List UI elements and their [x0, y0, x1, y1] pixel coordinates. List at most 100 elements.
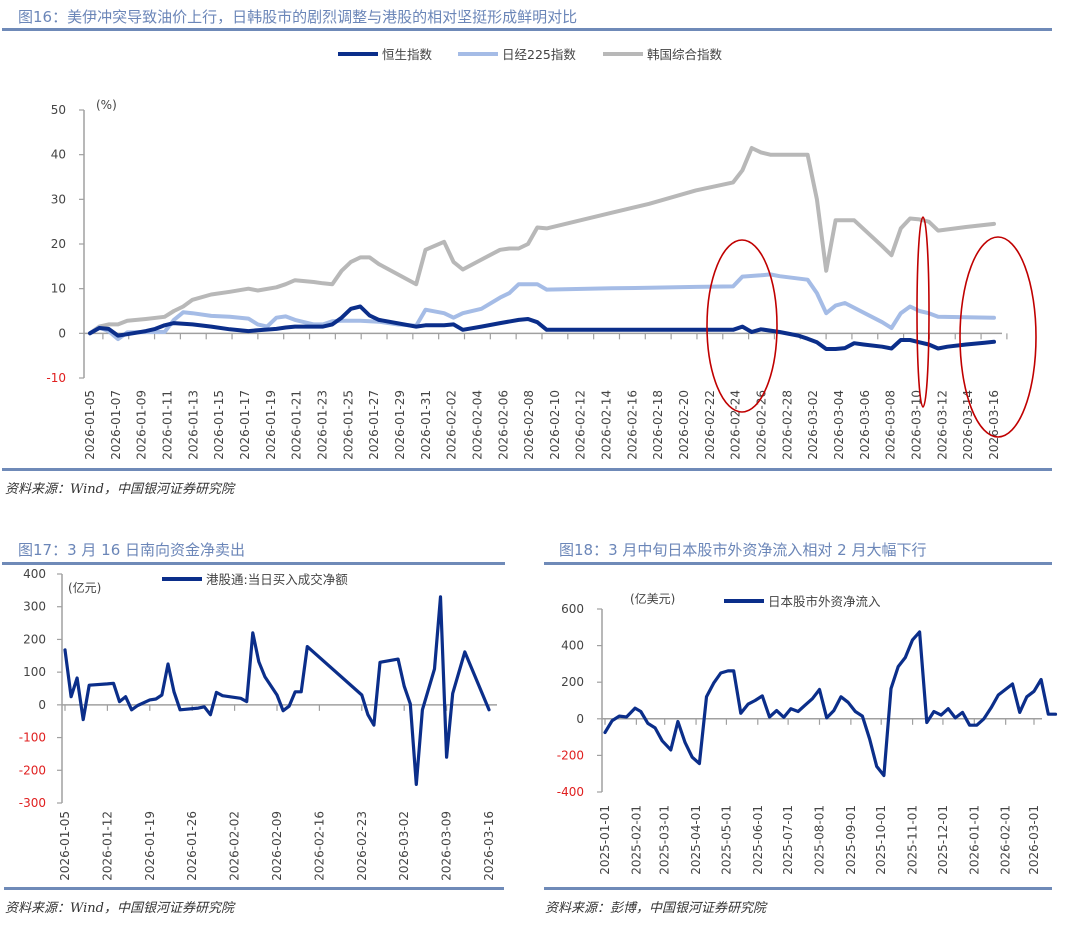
fig16-x-tick-label: 2026-03-02: [806, 390, 820, 460]
fig18-y-tick-label: 200: [561, 675, 584, 689]
fig17-y-tick-label: 0: [38, 698, 46, 712]
fig16-x-tick-label: 2026-01-31: [419, 390, 433, 460]
fig18-x-tick-label: 2025-01-01: [598, 805, 612, 875]
fig17-y-tick-label: 400: [23, 567, 46, 581]
fig16-x-tick-label: 2026-02-02: [445, 390, 459, 460]
fig18-x-tick-label: 2025-04-01: [689, 805, 703, 875]
fig18-y-tick-label: 0: [576, 712, 584, 726]
fig16-series-line: [88, 146, 996, 336]
fig16-x-tick-label: 2026-01-29: [393, 390, 407, 460]
fig16-x-tick-label: 2026-02-28: [780, 390, 794, 460]
fig16-x-tick-label: 2026-01-27: [367, 390, 381, 460]
fig17-x-tick-label: 2026-02-02: [228, 811, 242, 881]
fig16-x-tick-label: 2026-02-12: [574, 390, 588, 460]
fig16-series-line: [88, 272, 996, 342]
fig17-x-tick-label: 2026-03-09: [440, 811, 454, 881]
fig18-x-tick-label: 2025-12-01: [936, 805, 950, 875]
fig18-x-tick-label: 2026-03-01: [1027, 805, 1041, 875]
fig17-title: 图17：3 月 16 日南向资金净卖出: [18, 541, 246, 559]
fig16-y-tick-label: -10: [46, 371, 66, 385]
fig17-x-tick-label: 2026-01-05: [58, 811, 72, 881]
fig16-x-tick-label: 2026-01-07: [109, 390, 123, 460]
fig16-x-tick-label: 2026-03-04: [832, 390, 846, 460]
fig17-bottom-rule: [4, 887, 504, 890]
fig16-x-tick-label: 2026-03-10: [910, 390, 924, 460]
fig16-legend-label: 恒生指数: [382, 47, 433, 62]
fig17-x-tick-label: 2026-01-19: [143, 811, 157, 881]
fig18-legend-label: 日本股市外资净流入: [768, 594, 881, 609]
fig16-x-tick-label: 2026-03-06: [858, 390, 872, 460]
fig16-x-tick-label: 2026-01-09: [135, 390, 149, 460]
fig18-x-tick-label: 2025-03-01: [658, 805, 672, 875]
fig16-x-tick-label: 2026-02-26: [755, 390, 769, 460]
fig16-source: 资料来源：Wind，中国银河证券研究院: [5, 482, 234, 497]
fig18-top-rule: [544, 562, 1052, 565]
fig17-legend-label: 港股通:当日买入成交净额: [206, 572, 348, 587]
fig16-x-tick-label: 2026-02-14: [600, 390, 614, 460]
fig18-title: 图18：3 月中旬日本股市外资净流入相对 2 月大幅下行: [559, 541, 927, 559]
fig16-bottom-rule: [2, 468, 1052, 471]
fig18-x-tick-label: 2025-08-01: [813, 805, 827, 875]
fig18-x-tick-label: 2025-06-01: [751, 805, 765, 875]
fig18-x-tick-label: 2025-11-01: [906, 805, 920, 875]
fig16-title: 图16：美伊冲突导致油价上行，日韩股市的剧烈调整与港股的相对坚挺形成鲜明对比: [18, 8, 578, 26]
fig16-x-tick-label: 2026-02-08: [522, 390, 536, 460]
fig18-x-tick-label: 2025-10-01: [874, 805, 888, 875]
fig16-y-tick-label: 30: [51, 192, 66, 206]
fig16-x-tick-label: 2026-01-23: [315, 390, 329, 460]
fig17-x-tick-label: 2026-03-02: [397, 811, 411, 881]
fig16-x-tick-label: 2026-02-18: [651, 390, 665, 460]
fig17-x-tick-label: 2026-03-16: [482, 811, 496, 881]
fig16-x-tick-label: 2026-01-05: [83, 390, 97, 460]
fig16-y-tick-label: 10: [51, 282, 66, 296]
fig17-top-rule: [2, 562, 505, 565]
fig18-x-tick-label: 2026-02-01: [999, 805, 1013, 875]
highlight-ellipse: [706, 239, 778, 413]
highlight-ellipse: [916, 216, 930, 408]
fig16-chart: 50 40 30 20 10 0 -10 2026-01-05 2026-01-07 2026-0…: [46, 47, 1037, 460]
fig16-legend-label: 日经225指数: [502, 47, 576, 62]
fig16-x-tick-label: 2026-01-25: [341, 390, 355, 460]
fig17-y-tick-label: 100: [23, 665, 46, 679]
fig16-y-tick-label: 20: [51, 237, 66, 251]
fig17-y-tick-label: 300: [23, 600, 46, 614]
fig17-x-tick-label: 2026-01-12: [100, 811, 114, 881]
fig17-chart: 400 300 200 100 0 -100 -200 -300 2026-01-05 2026-…: [19, 567, 497, 881]
fig16-x-tick-label: 2026-03-08: [884, 390, 898, 460]
fig18-x-tick-label: 2025-07-01: [781, 805, 795, 875]
fig18-y-tick-label: -400: [557, 785, 584, 799]
fig17-unit-label: (亿元): [68, 580, 101, 595]
fig18-x-tick-label: 2025-09-01: [844, 805, 858, 875]
fig16-y-tick-label: 50: [51, 103, 66, 117]
fig16-legend-label: 韩国综合指数: [647, 47, 723, 62]
fig17-source: 资料来源：Wind，中国银河证券研究院: [5, 901, 234, 916]
fig18-y-tick-label: 400: [561, 639, 584, 653]
fig16-y-tick-label: 0: [58, 326, 66, 340]
fig18-x-tick-label: 2026-01-01: [967, 805, 981, 875]
fig18-y-tick-label: 600: [561, 602, 584, 616]
fig16-x-tick-label: 2026-02-20: [677, 390, 691, 460]
fig16-x-tick-label: 2026-02-10: [548, 390, 562, 460]
fig16-x-tick-label: 2026-01-21: [290, 390, 304, 460]
fig18-x-tick-label: 2025-05-01: [719, 805, 733, 875]
fig16-x-tick-label: 2026-02-06: [496, 390, 510, 460]
fig18-y-tick-label: -200: [557, 748, 584, 762]
fig17-x-tick-label: 2026-02-09: [270, 811, 284, 881]
fig17-x-tick-label: 2026-02-16: [312, 811, 326, 881]
fig16-x-tick-label: 2026-02-22: [703, 390, 717, 460]
fig17-x-tick-label: 2026-01-26: [185, 811, 199, 881]
fig16-x-tick-label: 2026-01-13: [186, 390, 200, 460]
fig16-x-tick-label: 2026-01-15: [212, 390, 226, 460]
fig17-y-tick-label: -100: [19, 731, 46, 745]
fig18-x-tick-label: 2025-02-01: [629, 805, 643, 875]
fig16-unit-label: (%): [96, 98, 117, 112]
fig18-bottom-rule: [544, 887, 1052, 890]
fig17-y-tick-label: -300: [19, 796, 46, 810]
fig18-series-line: [603, 630, 1058, 778]
fig16-x-tick-label: 2026-01-19: [264, 390, 278, 460]
fig16-x-tick-label: 2026-03-12: [935, 390, 949, 460]
fig18-source: 资料来源：彭博，中国银河证券研究院: [545, 901, 767, 916]
fig16-x-tick-label: 2026-02-04: [470, 390, 484, 460]
fig16-x-tick-label: 2026-03-16: [987, 390, 1001, 460]
highlight-ellipse: [959, 236, 1037, 438]
